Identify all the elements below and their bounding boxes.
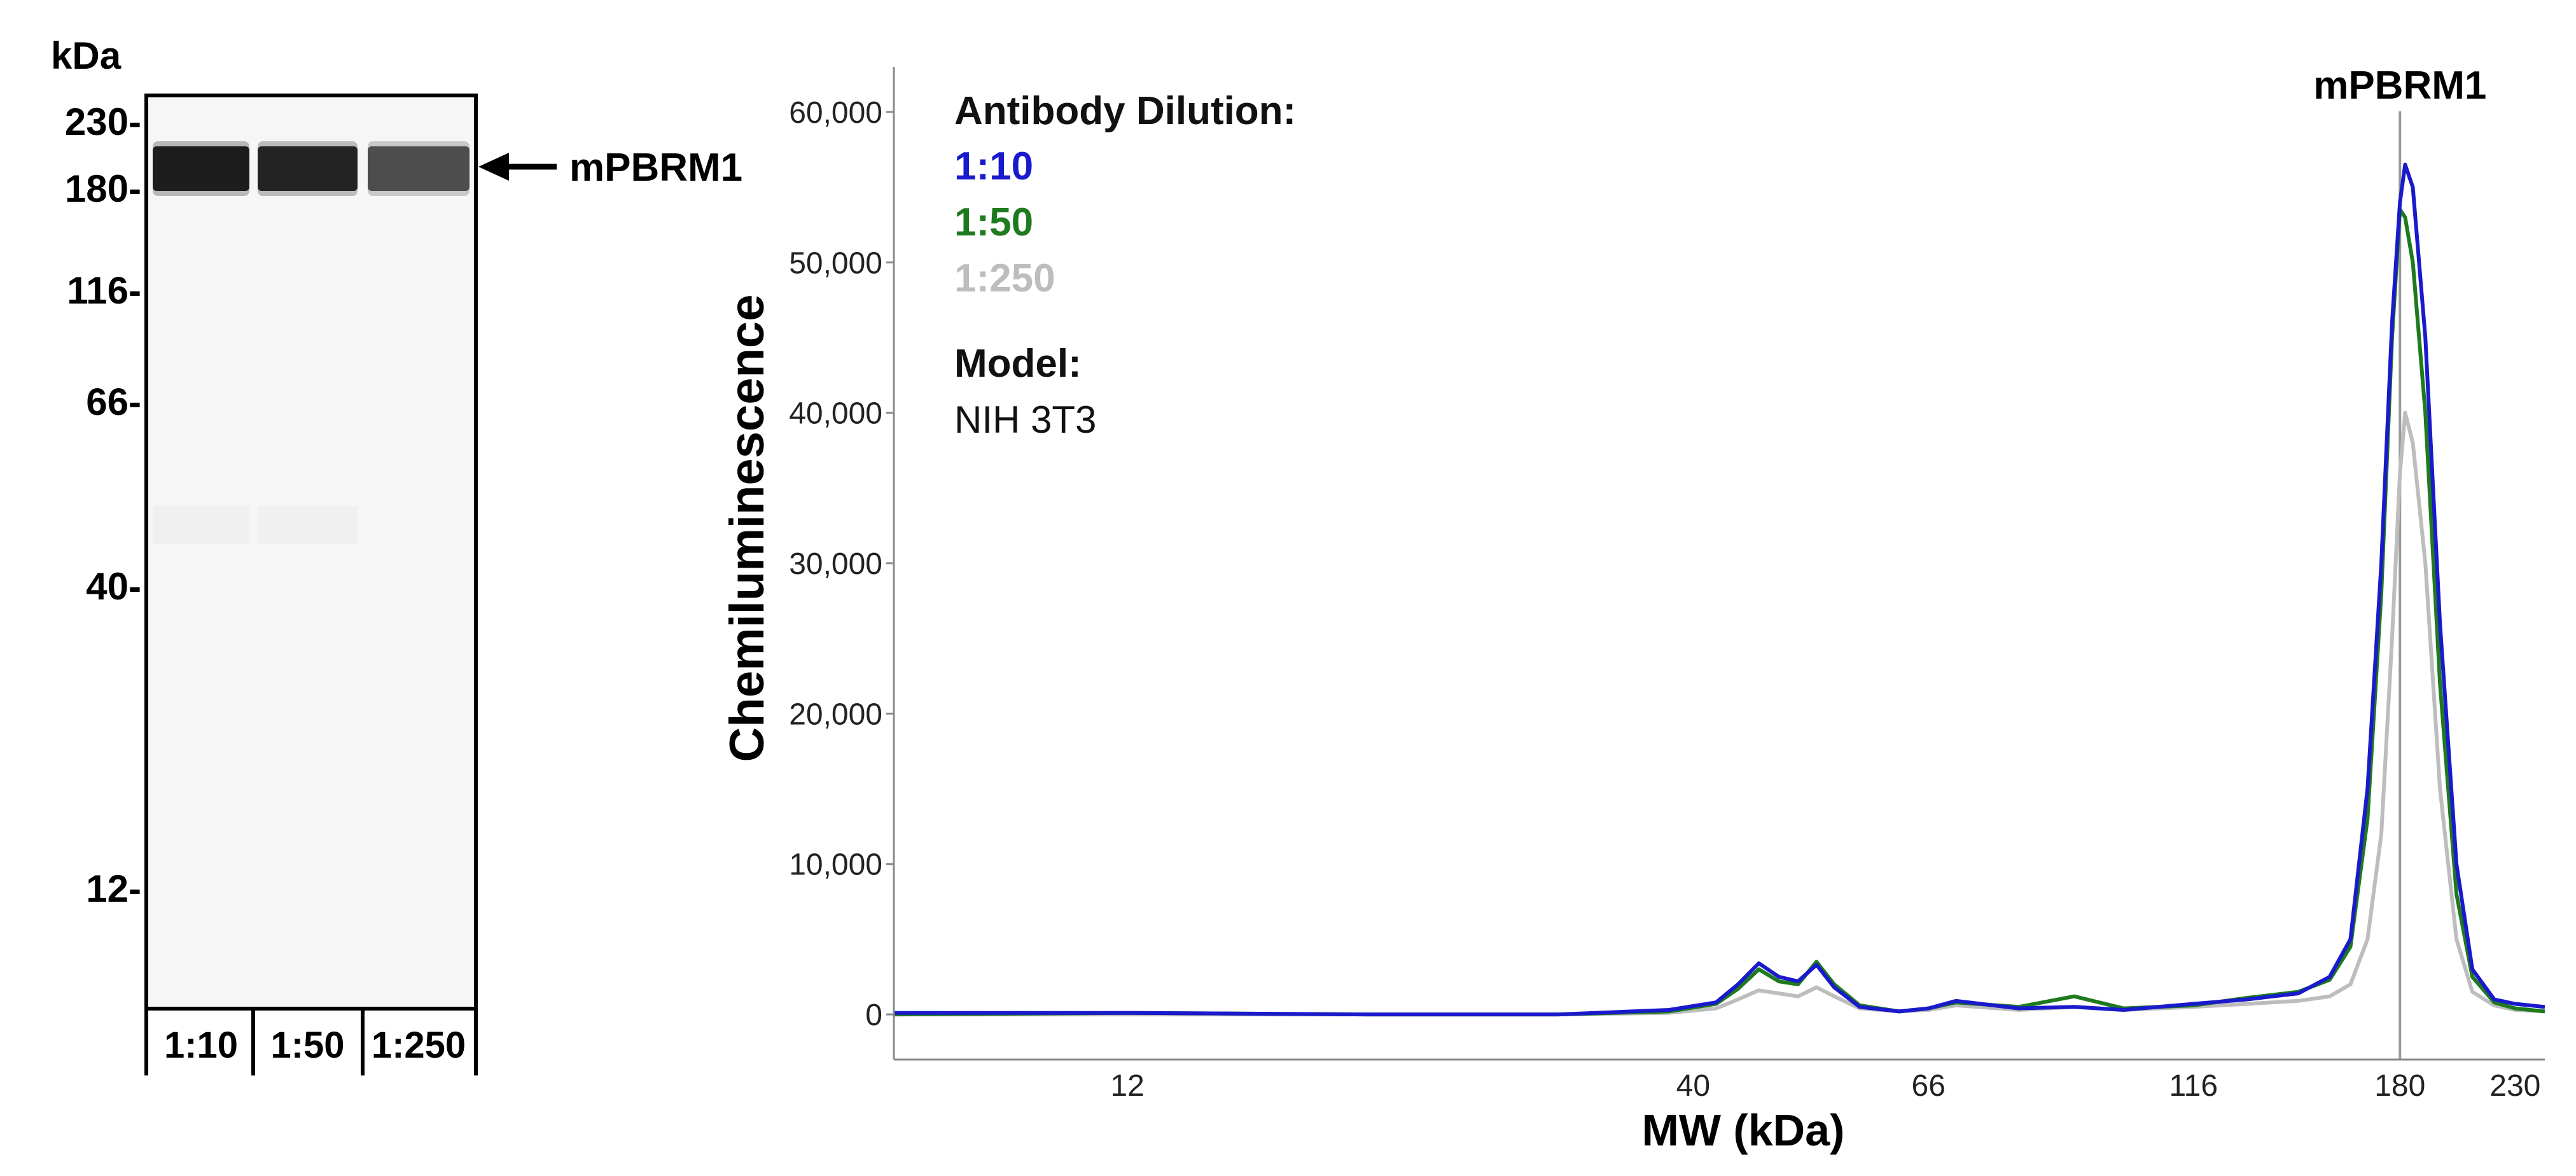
lane-labels: 1:10 1:50 1:250 (164, 1025, 466, 1066)
y-tick-label: 40,000 (789, 397, 882, 431)
legend-entry-1-250: 1:250 (954, 256, 1055, 300)
lane-label: 1:10 (164, 1025, 238, 1066)
x-tick-label: 116 (2169, 1069, 2218, 1103)
y-axis-label: Chemiluminescence (720, 295, 774, 762)
x-axis-label: MW (kDa) (1642, 1105, 1845, 1155)
band-annotation: mPBRM1 (478, 146, 742, 190)
legend-title: Antibody Dilution: (954, 89, 1296, 133)
blot-lanes (153, 141, 470, 544)
blot-marker-label: 180- (65, 167, 141, 210)
x-tick-label: 66 (1912, 1069, 1946, 1103)
blot-unit-label: kDa (51, 34, 122, 77)
series-line-1-250 (894, 410, 2545, 1017)
blot-marker-label: 12- (86, 867, 141, 910)
legend-entry-1-50: 1:50 (954, 200, 1033, 244)
x-tick-label: 12 (1110, 1069, 1144, 1103)
lane-label: 1:250 (372, 1025, 466, 1066)
legend-entry-1-10: 1:10 (954, 144, 1033, 188)
y-tick-label: 30,000 (789, 547, 882, 581)
chart-panel: 0 10,000 20,000 30,000 40,000 50,000 60,000 12… (720, 64, 2545, 1155)
blot-markers: 230- 180- 116- 66- 40- 12- (65, 101, 141, 910)
y-tick-label: 20,000 (789, 697, 882, 731)
blot-marker-label: 230- (65, 101, 141, 143)
x-tick-label: 180 (2374, 1069, 2425, 1103)
blot-band (368, 146, 470, 191)
blot-background (146, 95, 476, 1009)
y-tick-label: 10,000 (789, 848, 882, 882)
blot-marker-label: 66- (86, 381, 141, 423)
blot-band (153, 146, 249, 191)
blot-panel: kDa 230-180-116-66-40-12- 1:10 1:50 1:250 … (51, 34, 742, 1075)
blot-faint-band (258, 506, 358, 544)
blot-marker-label: 116- (67, 269, 141, 312)
arrow-left-icon (478, 153, 509, 181)
lane-label: 1:50 (270, 1025, 344, 1066)
x-tick-label: 230 (2489, 1069, 2540, 1103)
blot-marker-label: 40- (86, 565, 141, 608)
model-value: NIH 3T3 (954, 398, 1096, 441)
x-tick-label: 40 (1676, 1069, 1710, 1103)
peak-label: mPBRM1 (2313, 64, 2486, 108)
blot-faint-band (153, 506, 249, 544)
series-line-1-50 (893, 207, 2545, 1017)
blot-band (258, 146, 358, 191)
y-tick-labels: 0 10,000 20,000 30,000 40,000 50,000 60,000 (789, 96, 894, 1032)
y-tick-label: 60,000 (789, 96, 882, 130)
blot-frame (144, 94, 478, 1011)
model-title: Model: (954, 342, 1082, 386)
series-lines (893, 162, 2545, 1017)
y-tick-label: 0 (865, 998, 882, 1032)
band-label: mPBRM1 (569, 146, 742, 190)
y-tick-label: 50,000 (789, 246, 882, 280)
legend: Antibody Dilution: 1:10 1:50 1:250 Model… (954, 89, 1296, 441)
x-tick-labels: 12 40 66 116 180 230 (1110, 1069, 2540, 1103)
series-line-1-10 (894, 162, 2545, 1017)
